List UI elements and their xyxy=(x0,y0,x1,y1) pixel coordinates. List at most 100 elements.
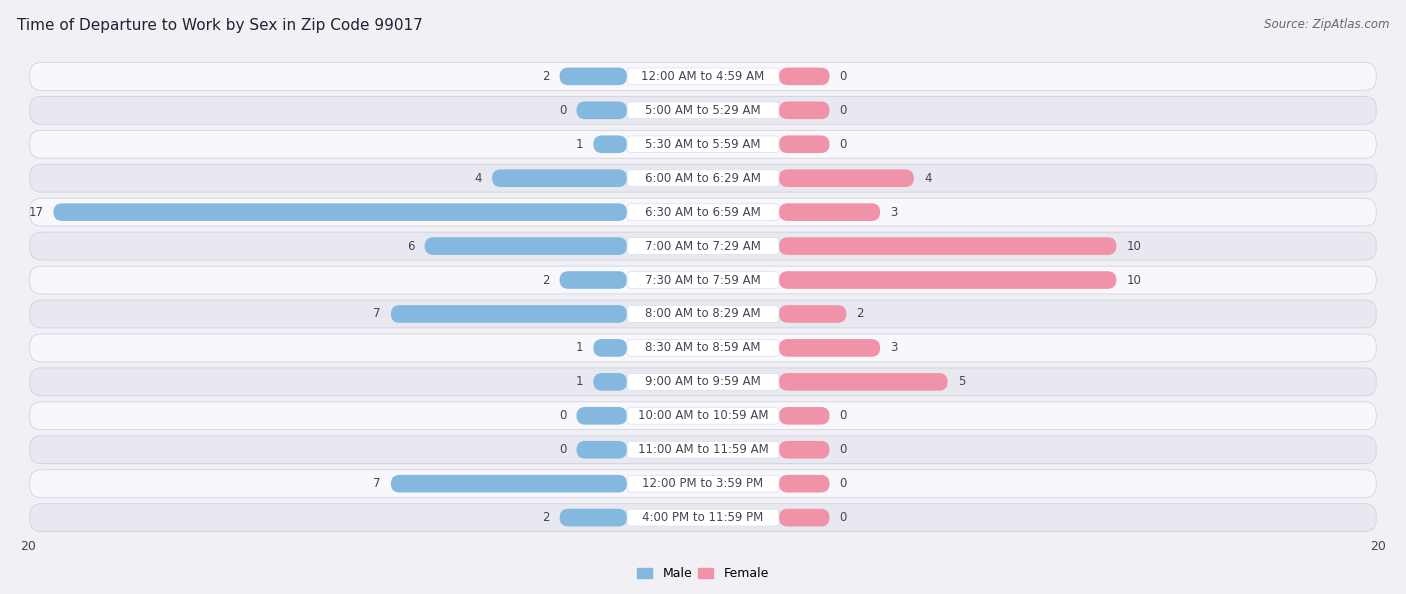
FancyBboxPatch shape xyxy=(576,441,627,459)
Text: 6: 6 xyxy=(406,239,415,252)
Text: 1: 1 xyxy=(575,138,583,151)
FancyBboxPatch shape xyxy=(30,402,1376,429)
Text: 10:00 AM to 10:59 AM: 10:00 AM to 10:59 AM xyxy=(638,409,768,422)
FancyBboxPatch shape xyxy=(30,368,1376,396)
Text: 7:30 AM to 7:59 AM: 7:30 AM to 7:59 AM xyxy=(645,273,761,286)
FancyBboxPatch shape xyxy=(30,130,1376,158)
FancyBboxPatch shape xyxy=(30,334,1376,362)
Text: 2: 2 xyxy=(541,273,550,286)
FancyBboxPatch shape xyxy=(779,102,830,119)
Text: 7: 7 xyxy=(373,477,381,490)
FancyBboxPatch shape xyxy=(30,165,1376,192)
FancyBboxPatch shape xyxy=(627,170,779,187)
FancyBboxPatch shape xyxy=(593,135,627,153)
Text: 0: 0 xyxy=(560,409,567,422)
Text: 0: 0 xyxy=(839,477,846,490)
FancyBboxPatch shape xyxy=(627,374,779,390)
FancyBboxPatch shape xyxy=(627,238,779,254)
Text: 5:30 AM to 5:59 AM: 5:30 AM to 5:59 AM xyxy=(645,138,761,151)
FancyBboxPatch shape xyxy=(627,102,779,119)
Text: 10: 10 xyxy=(1126,239,1142,252)
FancyBboxPatch shape xyxy=(560,271,627,289)
FancyBboxPatch shape xyxy=(30,300,1376,328)
Text: Time of Departure to Work by Sex in Zip Code 99017: Time of Departure to Work by Sex in Zip … xyxy=(17,18,423,33)
FancyBboxPatch shape xyxy=(779,407,830,425)
FancyBboxPatch shape xyxy=(627,475,779,492)
FancyBboxPatch shape xyxy=(779,68,830,85)
FancyBboxPatch shape xyxy=(627,68,779,85)
FancyBboxPatch shape xyxy=(30,504,1376,532)
FancyBboxPatch shape xyxy=(627,407,779,424)
FancyBboxPatch shape xyxy=(779,271,1116,289)
FancyBboxPatch shape xyxy=(779,169,914,187)
Text: 3: 3 xyxy=(890,342,897,355)
Text: 0: 0 xyxy=(839,443,846,456)
Text: 6:00 AM to 6:29 AM: 6:00 AM to 6:29 AM xyxy=(645,172,761,185)
Text: 4: 4 xyxy=(924,172,932,185)
Text: 11:00 AM to 11:59 AM: 11:00 AM to 11:59 AM xyxy=(638,443,768,456)
Text: 1: 1 xyxy=(575,375,583,388)
FancyBboxPatch shape xyxy=(53,203,627,221)
FancyBboxPatch shape xyxy=(492,169,627,187)
Text: 6:30 AM to 6:59 AM: 6:30 AM to 6:59 AM xyxy=(645,206,761,219)
FancyBboxPatch shape xyxy=(627,136,779,153)
Text: 4: 4 xyxy=(474,172,482,185)
FancyBboxPatch shape xyxy=(560,509,627,526)
Text: 12:00 AM to 4:59 AM: 12:00 AM to 4:59 AM xyxy=(641,70,765,83)
FancyBboxPatch shape xyxy=(779,339,880,357)
FancyBboxPatch shape xyxy=(593,373,627,391)
Legend: Male, Female: Male, Female xyxy=(633,563,773,585)
FancyBboxPatch shape xyxy=(30,62,1376,90)
FancyBboxPatch shape xyxy=(627,441,779,458)
FancyBboxPatch shape xyxy=(593,339,627,357)
FancyBboxPatch shape xyxy=(30,470,1376,498)
FancyBboxPatch shape xyxy=(30,436,1376,464)
FancyBboxPatch shape xyxy=(627,305,779,323)
FancyBboxPatch shape xyxy=(779,373,948,391)
Text: 10: 10 xyxy=(1126,273,1142,286)
Text: Source: ZipAtlas.com: Source: ZipAtlas.com xyxy=(1264,18,1389,31)
Text: 2: 2 xyxy=(856,308,865,321)
FancyBboxPatch shape xyxy=(627,340,779,356)
Text: 0: 0 xyxy=(839,138,846,151)
Text: 0: 0 xyxy=(839,70,846,83)
FancyBboxPatch shape xyxy=(779,305,846,323)
FancyBboxPatch shape xyxy=(627,271,779,289)
Text: 0: 0 xyxy=(839,511,846,524)
Text: 12:00 PM to 3:59 PM: 12:00 PM to 3:59 PM xyxy=(643,477,763,490)
FancyBboxPatch shape xyxy=(779,135,830,153)
FancyBboxPatch shape xyxy=(627,509,779,526)
Text: 8:00 AM to 8:29 AM: 8:00 AM to 8:29 AM xyxy=(645,308,761,321)
Text: 3: 3 xyxy=(890,206,897,219)
FancyBboxPatch shape xyxy=(779,237,1116,255)
FancyBboxPatch shape xyxy=(779,441,830,459)
FancyBboxPatch shape xyxy=(425,237,627,255)
Text: 2: 2 xyxy=(541,70,550,83)
Text: 5:00 AM to 5:29 AM: 5:00 AM to 5:29 AM xyxy=(645,104,761,117)
FancyBboxPatch shape xyxy=(30,96,1376,124)
FancyBboxPatch shape xyxy=(779,475,830,492)
FancyBboxPatch shape xyxy=(30,266,1376,294)
FancyBboxPatch shape xyxy=(391,475,627,492)
Text: 0: 0 xyxy=(839,104,846,117)
Text: 0: 0 xyxy=(839,409,846,422)
FancyBboxPatch shape xyxy=(576,407,627,425)
Text: 7: 7 xyxy=(373,308,381,321)
Text: 8:30 AM to 8:59 AM: 8:30 AM to 8:59 AM xyxy=(645,342,761,355)
FancyBboxPatch shape xyxy=(30,232,1376,260)
FancyBboxPatch shape xyxy=(391,305,627,323)
Text: 2: 2 xyxy=(541,511,550,524)
Text: 4:00 PM to 11:59 PM: 4:00 PM to 11:59 PM xyxy=(643,511,763,524)
FancyBboxPatch shape xyxy=(560,68,627,85)
Text: 0: 0 xyxy=(560,443,567,456)
Text: 1: 1 xyxy=(575,342,583,355)
Text: 5: 5 xyxy=(957,375,965,388)
FancyBboxPatch shape xyxy=(576,102,627,119)
Text: 17: 17 xyxy=(28,206,44,219)
Text: 0: 0 xyxy=(560,104,567,117)
Text: 9:00 AM to 9:59 AM: 9:00 AM to 9:59 AM xyxy=(645,375,761,388)
FancyBboxPatch shape xyxy=(779,203,880,221)
FancyBboxPatch shape xyxy=(779,509,830,526)
FancyBboxPatch shape xyxy=(627,204,779,220)
Text: 7:00 AM to 7:29 AM: 7:00 AM to 7:29 AM xyxy=(645,239,761,252)
